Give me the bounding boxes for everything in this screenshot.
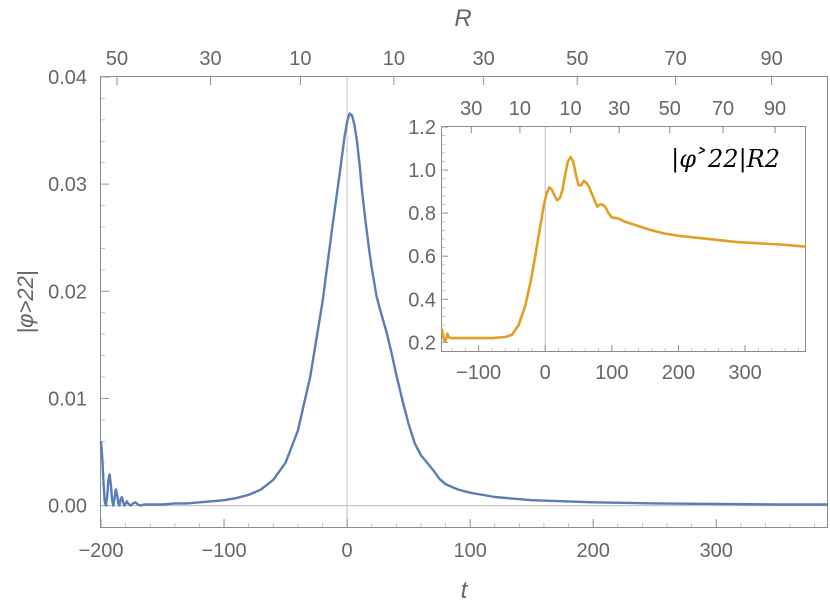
- x-tick-label: 300: [728, 362, 761, 384]
- top-tick-label: 70: [665, 48, 687, 70]
- top-tick-label: 30: [473, 48, 495, 70]
- inset-series-line: [440, 155, 807, 343]
- top-tick-label: 30: [199, 48, 221, 70]
- y-tick-label: 0.8: [408, 203, 436, 225]
- top-tick-label: 30: [608, 98, 630, 120]
- y-tick-label: 0.4: [408, 289, 436, 311]
- y-tick-label: 0.00: [48, 496, 87, 518]
- top-tick-label: 10: [509, 98, 531, 120]
- y-tick-label: 0.02: [48, 281, 87, 303]
- top-tick-label: 50: [566, 48, 588, 70]
- top-tick-label: 70: [712, 98, 734, 120]
- y-tick-label: 1.2: [408, 117, 436, 139]
- x-tick-label: −100: [456, 362, 501, 384]
- x-tick-label: 0: [540, 362, 551, 384]
- top-tick-label: 10: [383, 48, 405, 70]
- top-tick-label: 90: [761, 48, 783, 70]
- main-axis-ticks: −200 −100 0 100 200 3000.000.010.020.030.0450…: [48, 48, 816, 562]
- inset-series-label: |φ˃22|R2: [671, 145, 780, 174]
- top-tick-label: 90: [764, 98, 786, 120]
- y-axis-title: |φ˃22|: [13, 270, 38, 333]
- x-tick-label: −200: [78, 540, 123, 562]
- x-tick-label: 300: [700, 540, 733, 562]
- x-tick-label: 200: [662, 362, 695, 384]
- y-tick-label: 1.0: [408, 160, 436, 182]
- top-tick-label: 50: [659, 98, 681, 120]
- y-tick-label: 0.03: [48, 174, 87, 196]
- main-series-line: [99, 112, 829, 507]
- x-tick-label: 200: [577, 540, 610, 562]
- x-tick-label: 100: [453, 540, 486, 562]
- y-tick-label: 0.6: [408, 246, 436, 268]
- y-tick-label: 0.04: [48, 67, 87, 89]
- top-tick-label: 30: [460, 98, 482, 120]
- x-tick-label: 100: [595, 362, 628, 384]
- top-axis-title: R: [454, 5, 471, 32]
- top-tick-label: 10: [559, 98, 581, 120]
- main-plot-frame: [100, 76, 828, 528]
- inset-axis-ticks: −100 0 100 200 300 0.2 0.4 0.6 0.8 1.0 1.2 30 10 10 30…: [408, 98, 799, 384]
- main-series-layer: [99, 112, 829, 507]
- top-tick-label: 10: [289, 48, 311, 70]
- inset-series-layer: [440, 155, 807, 343]
- y-tick-label: 0.01: [48, 388, 87, 410]
- x-axis-title: t: [461, 577, 469, 604]
- x-tick-label: −100: [202, 540, 247, 562]
- x-tick-label: 0: [342, 540, 353, 562]
- inset-plot-frame: [441, 126, 806, 352]
- top-tick-label: 50: [106, 48, 128, 70]
- inset-background: [441, 126, 806, 352]
- main-reference-lines: [101, 77, 827, 527]
- y-tick-label: 0.2: [408, 332, 436, 354]
